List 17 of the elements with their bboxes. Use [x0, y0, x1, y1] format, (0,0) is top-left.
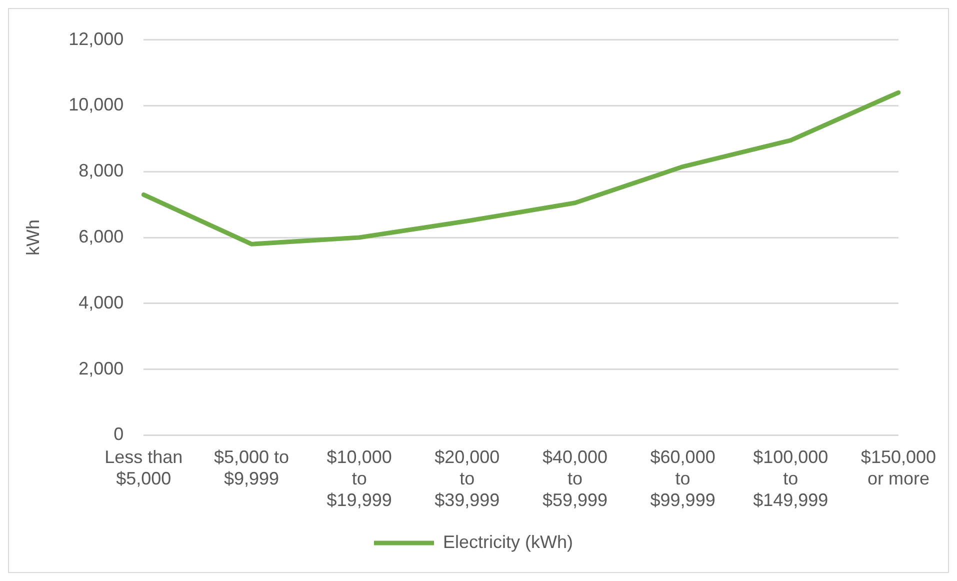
x-tick-label: $100,000 to $149,999 — [753, 446, 828, 510]
x-tick-label: $150,000 or more — [860, 446, 936, 489]
x-tick-label: $10,000 to $19,999 — [326, 446, 392, 510]
y-tick-label: 8,000 — [78, 160, 124, 181]
x-tick-label: $40,000 to $59,999 — [542, 446, 608, 510]
x-tick-label: $60,000 to $99,999 — [650, 446, 716, 510]
x-tick-label: $20,000 to $39,999 — [434, 446, 500, 510]
y-axis-title: kWh — [22, 220, 43, 256]
legend-label: Electricity (kWh) — [443, 532, 573, 552]
y-tick-label: 6,000 — [78, 226, 124, 246]
x-tick-label: $5,000 to $9,999 — [214, 446, 290, 489]
y-tick-label: 4,000 — [78, 292, 124, 312]
x-tick-label: Less than $5,000 — [104, 446, 183, 489]
y-tick-label: 10,000 — [68, 94, 124, 115]
y-tick-label: 12,000 — [68, 28, 124, 49]
y-tick-label: 2,000 — [78, 358, 124, 378]
y-tick-label: 0 — [114, 424, 124, 444]
